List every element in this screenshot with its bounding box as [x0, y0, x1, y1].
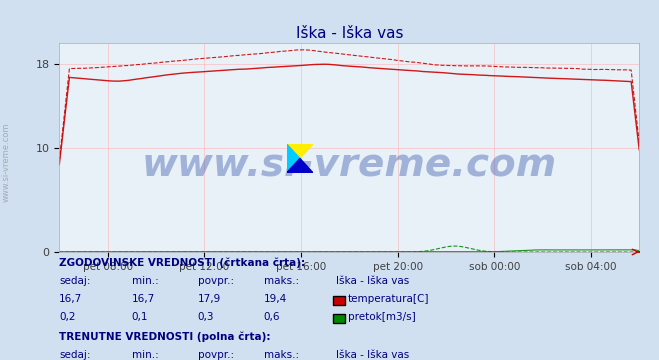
- Text: www.si-vreme.com: www.si-vreme.com: [142, 145, 557, 183]
- Text: 16,7: 16,7: [59, 294, 82, 305]
- Text: ZGODOVINSKE VREDNOSTI (črtkana črta):: ZGODOVINSKE VREDNOSTI (črtkana črta):: [59, 258, 305, 269]
- Text: Iška - Iška vas: Iška - Iška vas: [336, 350, 409, 360]
- Text: Iška - Iška vas: Iška - Iška vas: [336, 276, 409, 287]
- Text: www.si-vreme.com: www.si-vreme.com: [2, 122, 11, 202]
- Text: povpr.:: povpr.:: [198, 276, 234, 287]
- Text: 0,6: 0,6: [264, 312, 280, 323]
- Text: maks.:: maks.:: [264, 350, 299, 360]
- Text: 0,2: 0,2: [59, 312, 76, 323]
- Text: min.:: min.:: [132, 276, 159, 287]
- Polygon shape: [287, 158, 313, 173]
- Text: sedaj:: sedaj:: [59, 276, 91, 287]
- Text: maks.:: maks.:: [264, 276, 299, 287]
- Text: TRENUTNE VREDNOSTI (polna črta):: TRENUTNE VREDNOSTI (polna črta):: [59, 332, 271, 342]
- Title: Iška - Iška vas: Iška - Iška vas: [295, 26, 403, 41]
- Polygon shape: [287, 144, 313, 158]
- Text: pretok[m3/s]: pretok[m3/s]: [348, 312, 416, 323]
- Text: sedaj:: sedaj:: [59, 350, 91, 360]
- Text: 0,3: 0,3: [198, 312, 214, 323]
- Text: 19,4: 19,4: [264, 294, 287, 305]
- Text: 16,7: 16,7: [132, 294, 155, 305]
- Text: povpr.:: povpr.:: [198, 350, 234, 360]
- Text: temperatura[C]: temperatura[C]: [348, 294, 430, 305]
- Text: min.:: min.:: [132, 350, 159, 360]
- Text: 17,9: 17,9: [198, 294, 221, 305]
- Polygon shape: [287, 144, 300, 173]
- Text: 0,1: 0,1: [132, 312, 148, 323]
